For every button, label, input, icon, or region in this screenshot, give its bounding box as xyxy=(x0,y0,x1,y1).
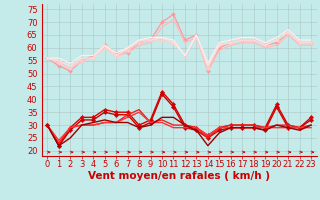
X-axis label: Vent moyen/en rafales ( km/h ): Vent moyen/en rafales ( km/h ) xyxy=(88,171,270,181)
